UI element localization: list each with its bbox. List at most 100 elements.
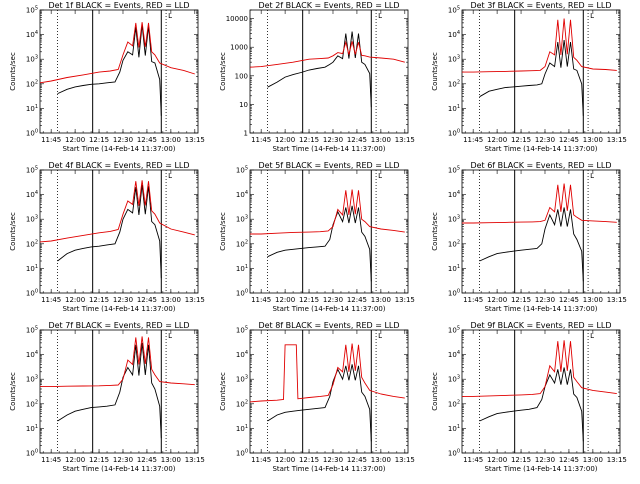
y-tick-label: 100 [26, 289, 38, 298]
y-tick-label: 105 [26, 166, 38, 175]
x-tick-label: 12:45 [347, 136, 367, 144]
y-tick-label: 10 [239, 101, 248, 109]
y-tick-label: 104 [236, 350, 248, 359]
x-tick-label: 12:00 [487, 296, 507, 304]
y-tick-label: 101 [236, 264, 248, 273]
y-tick-label: 102 [448, 79, 460, 88]
x-tick-label: 12:15 [89, 296, 109, 304]
chart-title: Det 2f BLACK = Events, RED = LLD [258, 1, 399, 10]
x-tick-label: 11:45 [463, 456, 483, 464]
x-tick-label: 12:30 [535, 456, 555, 464]
x-tick-label: 12:30 [535, 136, 555, 144]
events-line [57, 184, 162, 279]
y-tick-label: 105 [448, 326, 460, 335]
x-tick-label: 13:00 [583, 136, 603, 144]
y-tick-label: 100 [236, 289, 248, 298]
x-tick-label: 13:15 [185, 136, 205, 144]
y-axis-label: Counts/sec [431, 372, 439, 411]
events-line [267, 205, 372, 282]
marker-label: L [378, 332, 382, 340]
x-tick-label: 12:45 [137, 136, 157, 144]
x-tick-label: 13:00 [371, 296, 391, 304]
x-tick-label: 12:15 [299, 456, 319, 464]
y-tick-label: 104 [448, 350, 460, 359]
x-axis-label: Start Time (14-Feb-14 11:37:00) [62, 465, 175, 473]
y-axis-label: Counts/sec [431, 212, 439, 251]
x-tick-label: 12:15 [299, 136, 319, 144]
y-tick-label: 100 [448, 449, 460, 458]
x-tick-label: 11:45 [463, 296, 483, 304]
y-tick-label: 101 [448, 424, 460, 433]
events-line [57, 342, 162, 439]
plot-frame [39, 329, 199, 454]
marker-label: L [590, 332, 594, 340]
x-tick-label: 12:45 [559, 136, 579, 144]
x-axis-label: Start Time (14-Feb-14 11:37:00) [484, 465, 597, 473]
y-tick-label: 100 [26, 129, 38, 138]
y-tick-label: 102 [448, 399, 460, 408]
x-tick-label: 12:30 [113, 456, 133, 464]
plot-frame [249, 329, 409, 454]
plot-frame [249, 169, 409, 294]
y-tick-label: 104 [26, 30, 38, 39]
lld-line [40, 336, 195, 388]
y-tick-label: 100 [448, 129, 460, 138]
x-tick-label: 13:00 [161, 456, 181, 464]
y-tick-label: 102 [26, 399, 38, 408]
lld-line [462, 18, 617, 73]
chart-title: Det 7f BLACK = Events, RED = LLD [48, 321, 189, 330]
x-axis-label: Start Time (14-Feb-14 11:37:00) [62, 145, 175, 153]
y-tick-label: 100 [235, 72, 248, 80]
y-tick-label: 104 [26, 190, 38, 199]
y-tick-label: 100 [26, 449, 38, 458]
chart-title: Det 9f BLACK = Events, RED = LLD [470, 321, 611, 330]
x-tick-label: 12:15 [89, 456, 109, 464]
y-tick-label: 105 [26, 326, 38, 335]
lld-line [462, 340, 617, 397]
y-tick-label: 103 [26, 375, 38, 384]
marker-label: L [168, 12, 172, 20]
events-line [267, 31, 372, 108]
y-tick-label: 104 [448, 30, 460, 39]
marker-label: L [378, 172, 382, 180]
x-axis-label: Start Time (14-Feb-14 11:37:00) [272, 305, 385, 313]
x-tick-label: 13:00 [161, 296, 181, 304]
plot-frame [39, 9, 199, 134]
chart-panel-2: Det 2f BLACK = Events, RED = LLD 1 10 100 10… [219, 1, 415, 153]
x-tick-label: 12:15 [511, 136, 531, 144]
y-tick-label: 104 [26, 350, 38, 359]
y-tick-label: 103 [236, 375, 248, 384]
y-axis-label: Counts/sec [9, 52, 17, 91]
chart-panel-6: Det 6f BLACK = Events, RED = LLD 100 101 10… [431, 161, 627, 313]
chart-title: Det 8f BLACK = Events, RED = LLD [258, 321, 399, 330]
y-tick-label: 100 [236, 449, 248, 458]
x-tick-label: 13:15 [395, 136, 415, 144]
y-tick-label: 104 [448, 190, 460, 199]
x-axis-label: Start Time (14-Feb-14 11:37:00) [62, 305, 175, 313]
x-tick-label: 12:15 [89, 136, 109, 144]
y-axis-label: Counts/sec [9, 212, 17, 251]
y-axis-label: Counts/sec [219, 372, 227, 411]
x-tick-label: 12:00 [65, 136, 85, 144]
plot-frame [461, 9, 621, 134]
y-tick-label: 103 [448, 375, 460, 384]
x-tick-label: 11:45 [41, 296, 61, 304]
lld-line [250, 189, 405, 235]
x-tick-label: 12:00 [65, 456, 85, 464]
x-axis-label: Start Time (14-Feb-14 11:37:00) [272, 465, 385, 473]
x-tick-label: 12:45 [347, 296, 367, 304]
x-tick-label: 12:45 [347, 456, 367, 464]
y-tick-label: 1000 [230, 44, 248, 52]
x-tick-label: 12:15 [299, 296, 319, 304]
x-axis-label: Start Time (14-Feb-14 11:37:00) [484, 305, 597, 313]
y-tick-label: 103 [448, 215, 460, 224]
x-tick-label: 11:45 [251, 296, 271, 304]
x-tick-label: 13:00 [371, 456, 391, 464]
y-tick-label: 101 [26, 424, 38, 433]
plot-frame [461, 169, 621, 294]
events-line [479, 367, 584, 442]
x-tick-label: 13:15 [395, 456, 415, 464]
x-tick-label: 12:30 [323, 296, 343, 304]
x-tick-label: 13:15 [607, 296, 627, 304]
marker-label: L [590, 12, 594, 20]
